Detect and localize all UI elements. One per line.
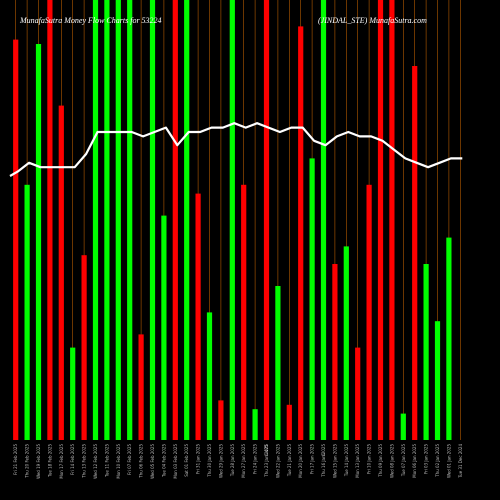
bar bbox=[81, 255, 87, 440]
bar bbox=[434, 321, 441, 440]
bars bbox=[13, 0, 452, 441]
bar bbox=[195, 193, 201, 440]
x-tick-label: Wed 19 Feb 2025 bbox=[36, 444, 41, 479]
bar bbox=[263, 0, 270, 440]
x-tick-label: Mon 10 Feb 2025 bbox=[116, 444, 121, 479]
bar bbox=[115, 0, 121, 440]
bar bbox=[298, 26, 304, 441]
x-tick-label: Fri 24 Jan 2025 bbox=[253, 444, 258, 474]
x-tick-label: Wed 12 Feb 2025 bbox=[93, 444, 98, 479]
x-tick-label: Sat 01 Feb 2025 bbox=[184, 444, 189, 477]
bar bbox=[138, 334, 144, 440]
bar bbox=[229, 0, 235, 440]
bar bbox=[320, 0, 327, 440]
x-tick-label: Wed 29 Jan 2025 bbox=[218, 444, 223, 478]
x-tick-label: Tue 11 Feb 2025 bbox=[104, 444, 109, 478]
bar bbox=[184, 0, 190, 440]
x-tick-label: Tue 18 Feb 2025 bbox=[47, 444, 52, 478]
bar bbox=[286, 404, 292, 440]
x-tick-label: Tue 14 Jan 2025 bbox=[344, 444, 349, 478]
x-tick-label: Tue 28 Jan 2025 bbox=[230, 444, 235, 478]
bar bbox=[377, 0, 384, 440]
bar bbox=[206, 312, 213, 440]
bar bbox=[389, 0, 395, 440]
x-tick-label: Fri 14 Feb 2025 bbox=[70, 444, 75, 475]
x-tick-label: Wed 15 Jan 2025 bbox=[332, 444, 337, 478]
x-tick-label: Mon 20 Jan 2025 bbox=[298, 444, 303, 478]
x-tick-label: Wed 08 Jan 2025 bbox=[389, 444, 394, 478]
value-marker: 0 bbox=[321, 453, 326, 456]
x-tick-label: Fri 10 Jan 2025 bbox=[367, 444, 372, 474]
bar bbox=[412, 66, 418, 440]
bar bbox=[332, 264, 338, 440]
x-tick-label: Thu 30 Jan 2025 bbox=[207, 444, 212, 478]
x-tick-label: Fri 03 Jan 2025 bbox=[424, 444, 429, 474]
bar bbox=[446, 237, 452, 440]
bar bbox=[161, 215, 167, 440]
bar bbox=[423, 264, 429, 440]
x-tick-label: Wed 22 Jan 2025 bbox=[275, 444, 280, 478]
x-tick-label: Tue 07 Jan 2025 bbox=[401, 444, 406, 478]
bar bbox=[172, 0, 178, 440]
x-tick-label: Fri 07 Feb 2025 bbox=[127, 444, 132, 475]
x-tick-label: Thu 20 Feb 2025 bbox=[25, 444, 30, 479]
x-tick-label: Tue 04 Feb 2025 bbox=[161, 444, 166, 478]
chart-header-left: MunafaSutra Money Flow Charts for 53224 bbox=[19, 16, 162, 25]
money-flow-line bbox=[9, 122, 463, 177]
bar bbox=[149, 0, 156, 440]
x-tick-label: Mon 03 Feb 2025 bbox=[173, 444, 178, 479]
x-tick-label: Thu 06 Feb 2025 bbox=[139, 444, 144, 479]
bar bbox=[35, 44, 42, 440]
x-tick-label: Wed 01 Jan 2025 bbox=[446, 444, 451, 478]
x-tick-label: Thu 02 Jan 2025 bbox=[435, 444, 440, 478]
bar bbox=[241, 184, 247, 440]
value-markers: 0.475 0 bbox=[264, 444, 326, 456]
x-tick-label: Fri 21 Feb 2025 bbox=[13, 444, 18, 475]
x-tick-label: Mon 06 Jan 2025 bbox=[412, 444, 417, 478]
bar bbox=[343, 246, 349, 440]
x-tick-label: Fri 17 Jan 2025 bbox=[310, 444, 315, 474]
chart-header-right: (JINDAL_STE) MunafaSutra.com bbox=[318, 16, 427, 25]
x-tick-label: Mon 17 Feb 2025 bbox=[59, 444, 64, 479]
x-tick-label: Thu 23 Jan 2025 bbox=[264, 444, 269, 478]
x-tick-label: Tue 31 Dec 2024 bbox=[458, 444, 463, 479]
bar bbox=[58, 105, 64, 440]
bar bbox=[355, 347, 361, 440]
x-tick-label: Thu 16 Jan 2025 bbox=[321, 444, 326, 478]
bar bbox=[70, 347, 76, 440]
x-tick-label: Tue 21 Jan 2025 bbox=[287, 444, 292, 478]
bar bbox=[127, 0, 133, 440]
x-tick-label: Thu 09 Jan 2025 bbox=[378, 444, 383, 478]
bar bbox=[13, 39, 19, 440]
bar bbox=[218, 400, 224, 440]
bar bbox=[24, 184, 30, 440]
bar bbox=[400, 413, 406, 440]
bar bbox=[309, 158, 315, 440]
x-tick-label: Thu 13 Feb 2025 bbox=[82, 444, 87, 479]
x-tick-label: Mon 13 Jan 2025 bbox=[355, 444, 360, 478]
bar bbox=[275, 286, 281, 440]
value-marker: 0.475 bbox=[264, 444, 269, 456]
bar bbox=[47, 0, 53, 440]
x-tick-label: Wed 05 Feb 2025 bbox=[150, 444, 155, 479]
x-tick-label: Fri 31 Jan 2025 bbox=[196, 444, 201, 474]
bar bbox=[92, 0, 99, 440]
x-tick-labels: Fri 21 Feb 2025 Thu 20 Feb 2025 Wed 19 Feb… bbox=[13, 444, 463, 479]
bar bbox=[252, 409, 258, 440]
bar bbox=[366, 184, 372, 440]
x-tick-label: Mon 27 Jan 2025 bbox=[241, 444, 246, 478]
money-flow-polyline bbox=[9, 122, 463, 177]
bar bbox=[104, 0, 110, 440]
